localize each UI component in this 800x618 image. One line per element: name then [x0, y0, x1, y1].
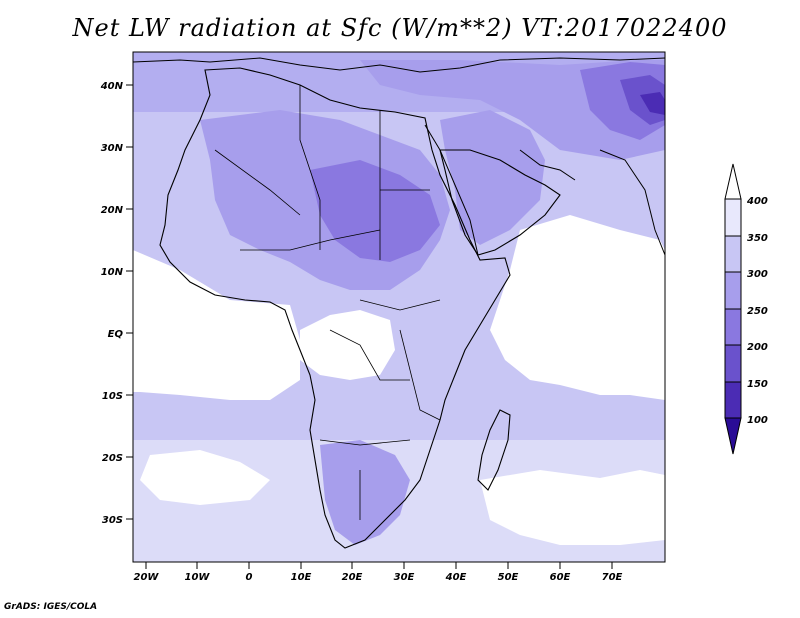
- lon-tick-label: 0: [246, 572, 253, 583]
- colorbar-swatch: [724, 344, 742, 383]
- colorbar-label: 350: [747, 233, 768, 244]
- lat-tick-10s: 10S: [102, 391, 133, 402]
- lon-tick-label: 60E: [550, 572, 571, 583]
- lon-tick-0: 0: [246, 562, 253, 583]
- lat-tick-label: 10N: [101, 267, 124, 278]
- lon-tick-label: 20E: [342, 572, 363, 583]
- lon-tick-10w: 10W: [185, 562, 211, 583]
- lat-tick-label: 30S: [102, 515, 123, 526]
- lon-tick-label: 10E: [291, 572, 312, 583]
- colorbar-bottom-arrow: [724, 417, 742, 455]
- map-title: Net LW radiation at Sfc (W/m**2) VT:2017…: [72, 14, 728, 42]
- country-borders: [214, 85, 441, 520]
- coastline-arabia: [439, 149, 561, 256]
- lat-tick-eq: EQ: [108, 329, 133, 340]
- colorbar-label: 300: [747, 269, 768, 280]
- lat-tick-20s: 20S: [102, 453, 133, 464]
- lon-tick-label: 50E: [498, 572, 519, 583]
- lon-tick-10e: 10E: [291, 562, 312, 583]
- colorbar-label: 100: [747, 415, 768, 426]
- lat-tick-30n: 30N: [101, 143, 133, 154]
- coastline-africa: [159, 67, 511, 549]
- lon-tick-label: 40E: [445, 572, 467, 583]
- colorbar-label: 150: [747, 379, 768, 390]
- lon-tick-70e: 70E: [602, 562, 623, 583]
- credit-text: GrADS: IGES/COLA: [4, 602, 98, 612]
- map-frame: [132, 51, 666, 563]
- shade-white-south-indian-patches: [480, 470, 665, 545]
- lat-tick-40n: 40N: [100, 81, 133, 92]
- map-panel: [132, 51, 666, 563]
- lon-axis: 20W 10W 0 10E 20E 30E 40E 50E: [134, 562, 623, 583]
- shade-200-central-sahara: [310, 160, 440, 262]
- lat-tick-label: 30N: [101, 143, 124, 154]
- lon-tick-50e: 50E: [498, 562, 519, 583]
- coastline-madagascar: [477, 409, 511, 491]
- shade-white-atlantic-tropics: [133, 250, 300, 400]
- coastline-red-sea: [424, 124, 479, 256]
- colorbar-top-arrow: [724, 163, 742, 200]
- shade-250-south-africa: [320, 440, 410, 545]
- shade-white-congo: [300, 310, 395, 380]
- lon-tick-20e: 20E: [342, 562, 363, 583]
- lon-tick-label: 10W: [185, 572, 211, 583]
- colorbar-label: 200: [747, 342, 768, 353]
- colorbar-swatch: [724, 198, 742, 237]
- lat-tick-label: 20S: [102, 453, 123, 464]
- shade-white-indian-ocean: [490, 215, 665, 400]
- lon-tick-label: 20W: [134, 572, 160, 583]
- lat-tick-label: 10S: [102, 391, 123, 402]
- lat-tick-label: 40N: [100, 81, 124, 92]
- lon-tick-20w: 20W: [134, 562, 160, 583]
- lat-tick-30s: 30S: [102, 515, 133, 526]
- shade-100-himalaya-core: [640, 92, 665, 115]
- coastline-persian-gulf: [519, 149, 576, 181]
- colorbar-swatch: [724, 271, 742, 310]
- lon-tick-30e: 30E: [394, 562, 415, 583]
- lon-tick-60e: 60E: [550, 562, 571, 583]
- colorbar-swatch: [724, 381, 742, 419]
- lat-tick-label: EQ: [108, 329, 124, 340]
- colorbar-swatch: [724, 308, 742, 346]
- coastline-europe-asia: [132, 57, 666, 73]
- coastline-india: [599, 149, 666, 256]
- lon-tick-label: 30E: [394, 572, 415, 583]
- shade-white-south-atlantic-patches: [140, 450, 270, 505]
- colorbar-label: 250: [747, 306, 768, 317]
- lat-axis: 40N 30N 20N 10N EQ 10S 20S 30S: [100, 81, 133, 526]
- colorbar-swatch: [724, 235, 742, 273]
- colorbar: 400 350 300 250 200 150 100: [724, 163, 768, 455]
- lon-tick-label: 70E: [602, 572, 623, 583]
- lat-tick-label: 20N: [101, 205, 124, 216]
- lon-tick-40e: 40E: [445, 562, 467, 583]
- colorbar-label: 400: [746, 196, 768, 207]
- lat-tick-10n: 10N: [101, 267, 133, 278]
- lat-tick-20n: 20N: [101, 205, 133, 216]
